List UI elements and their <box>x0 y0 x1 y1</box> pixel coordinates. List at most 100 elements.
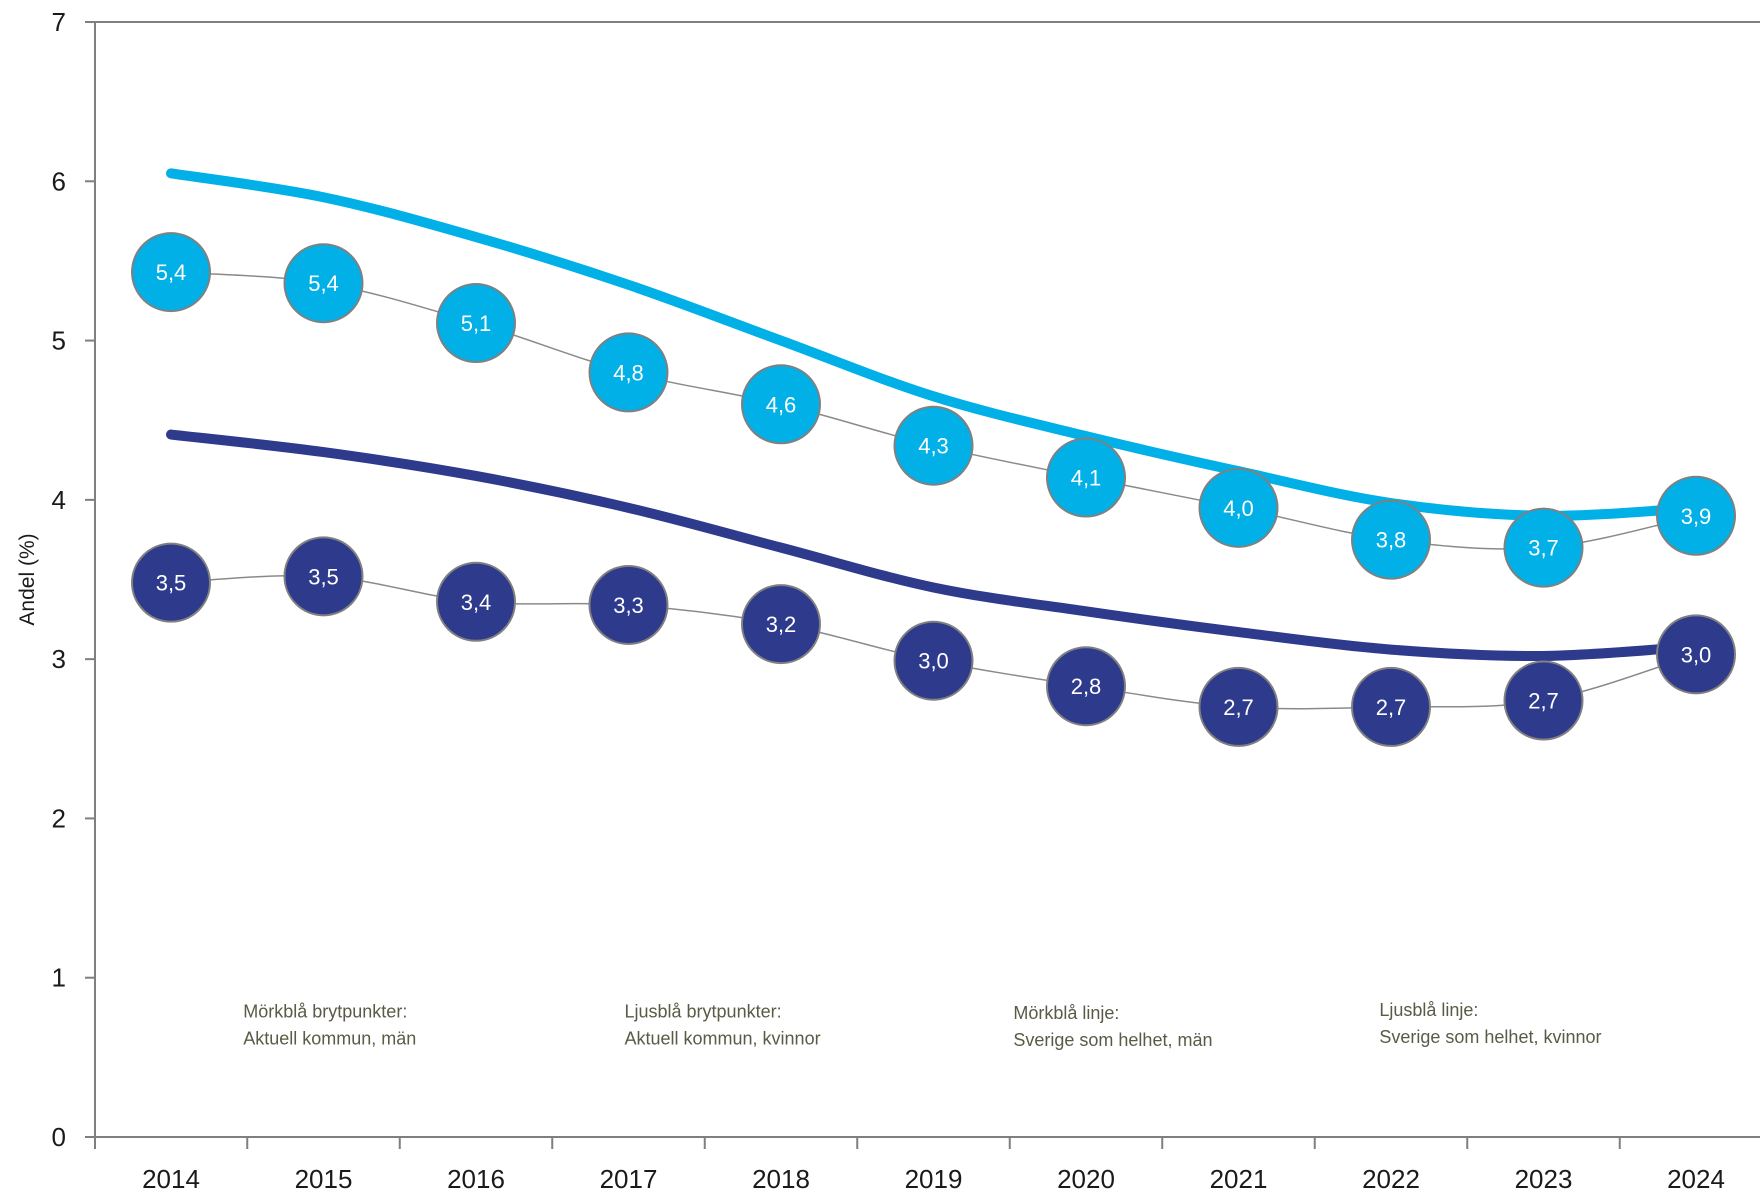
data-label: 3,0 <box>918 649 949 674</box>
marker-circle <box>893 405 974 486</box>
points-men-marker: 3,5 <box>283 536 364 617</box>
data-label: 3,9 <box>1681 504 1712 529</box>
legend-note: Ljusblå linje: Sverige som helhet, kvinno… <box>1379 1000 1601 1047</box>
x-tick-label: 2017 <box>600 1164 658 1194</box>
marker-circle <box>1046 437 1126 518</box>
data-label: 5,4 <box>308 271 339 296</box>
data-label: 3,5 <box>156 571 187 596</box>
data-label: 2,7 <box>1223 695 1254 720</box>
y-tick-label: 7 <box>52 7 66 37</box>
points-women-marker: 4,1 <box>1046 437 1126 518</box>
marker-circle <box>1656 475 1736 556</box>
data-label: 3,4 <box>461 590 492 615</box>
points-women-marker: 4,0 <box>1198 467 1279 548</box>
points-women-marker: 3,9 <box>1656 475 1736 556</box>
y-tick-label: 5 <box>52 326 66 356</box>
points-women-marker: 4,8 <box>588 332 669 413</box>
data-label: 5,4 <box>156 260 187 285</box>
data-label: 2,7 <box>1528 689 1559 714</box>
marker-circle <box>1351 666 1431 747</box>
chart-axes <box>85 21 1760 1149</box>
x-tick-label: 2016 <box>447 1164 505 1194</box>
points-women-marker: 4,3 <box>893 405 974 486</box>
y-tick-label: 0 <box>52 1122 66 1152</box>
marker-circle <box>588 564 669 645</box>
y-tick-labels: 0 1 2 3 4 5 6 7 <box>52 7 66 1152</box>
x-tick-label: 2014 <box>142 1164 200 1194</box>
marker-circle <box>1198 666 1279 747</box>
points-men-marker: 3,0 <box>893 620 974 701</box>
y-tick-label: 1 <box>52 963 66 993</box>
data-label: 4,3 <box>918 434 949 459</box>
data-label: 4,1 <box>1071 466 1102 491</box>
points-men-marker: 2,8 <box>1046 646 1126 727</box>
x-tick-label: 2015 <box>295 1164 353 1194</box>
data-label: 3,7 <box>1528 536 1559 561</box>
data-label: 2,8 <box>1071 674 1102 699</box>
data-label: 3,0 <box>1681 642 1712 667</box>
points-men-marker: 2,7 <box>1351 666 1431 747</box>
points-women-marker: 4,6 <box>741 364 821 445</box>
points-men-marker: 2,7 <box>1503 660 1584 741</box>
data-label: 5,1 <box>461 311 492 336</box>
x-tick-labels: 2014 2015 2016 2017 2018 2019 2020 2021 2022 2023… <box>142 1164 1725 1194</box>
data-label: 3,3 <box>613 593 644 618</box>
data-label: 3,5 <box>308 564 339 589</box>
x-tick-label: 2020 <box>1057 1164 1115 1194</box>
legend-note: Mörkblå brytpunkter: Aktuell kommun, män <box>243 1002 416 1049</box>
marker-circle <box>436 283 516 364</box>
points-women-marker: 3,7 <box>1503 507 1584 588</box>
legend-note: Mörkblå linje: Sverige som helhet, män <box>1013 1003 1212 1050</box>
marker-circle <box>436 561 516 642</box>
marker-circle <box>1351 499 1431 580</box>
marker-circle <box>1503 507 1584 588</box>
points-men-marker: 3,5 <box>131 542 211 623</box>
marker-circle <box>741 364 821 445</box>
points-women-marker: 5,4 <box>131 232 211 313</box>
legend-note-title: Ljusblå linje: <box>1379 1000 1478 1020</box>
y-tick-label: 6 <box>52 166 66 196</box>
points-men-marker: 3,0 <box>1656 614 1736 695</box>
x-tick-label: 2019 <box>905 1164 963 1194</box>
legend-note-text: Sverige som helhet, män <box>1013 1030 1212 1050</box>
data-label: 4,0 <box>1223 496 1254 521</box>
points-men-marker: 2,7 <box>1198 666 1279 747</box>
x-tick-label: 2021 <box>1210 1164 1268 1194</box>
data-label: 2,7 <box>1376 695 1407 720</box>
trend-women-line <box>166 168 1701 521</box>
y-tick-label: 3 <box>52 644 66 674</box>
points-men-marker: 3,2 <box>741 584 821 665</box>
legend-note-title: Mörkblå brytpunkter: <box>243 1002 407 1022</box>
legend-note-text: Aktuell kommun, kvinnor <box>625 1029 821 1049</box>
data-label: 4,6 <box>766 392 797 417</box>
marker-circle <box>741 584 821 665</box>
data-label: 4,8 <box>613 360 644 385</box>
marker-circle <box>131 232 211 313</box>
legend-note-title: Mörkblå linje: <box>1013 1003 1119 1023</box>
points-men-marker: 3,4 <box>436 561 516 642</box>
data-points: 5,4 5,4 5,1 4,8 4,6 4,3 4,1 4,0 3,8 3,7 3,9 3,5 3,5 3… <box>131 232 1736 747</box>
legend-note-text: Sverige som helhet, kvinnor <box>1379 1027 1601 1047</box>
trend-lines <box>166 168 1701 662</box>
points-women-marker: 5,4 <box>283 243 364 324</box>
x-tick-label: 2023 <box>1515 1164 1573 1194</box>
marker-circle <box>283 243 364 324</box>
points-men-marker: 3,3 <box>588 564 669 645</box>
marker-circle <box>893 620 974 701</box>
x-tick-label: 2024 <box>1667 1164 1725 1194</box>
marker-circle <box>283 536 364 617</box>
x-tick-label: 2018 <box>752 1164 810 1194</box>
legend-note-title: Ljusblå brytpunkter: <box>625 1002 782 1022</box>
marker-circle <box>1046 646 1126 727</box>
y-axis-title: Andel (%) <box>16 533 39 625</box>
trend-men-line <box>166 429 1701 662</box>
marker-circle <box>1198 467 1279 548</box>
marker-circle <box>1503 660 1584 741</box>
data-label: 3,8 <box>1376 528 1407 553</box>
data-label: 3,2 <box>766 612 797 637</box>
y-tick-label: 4 <box>52 485 66 515</box>
legend-note-text: Aktuell kommun, män <box>243 1029 416 1049</box>
marker-circle <box>1656 614 1736 695</box>
marker-circle <box>588 332 669 413</box>
